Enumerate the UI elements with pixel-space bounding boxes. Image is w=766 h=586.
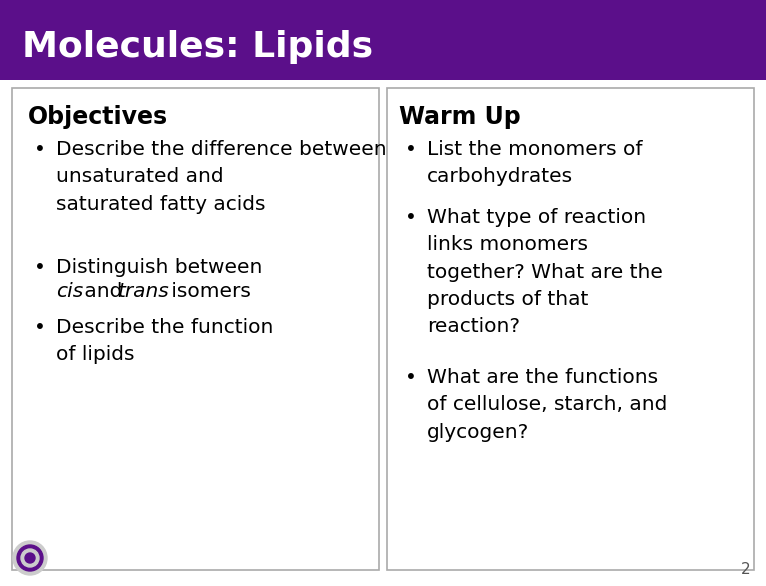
- Text: Describe the difference between
unsaturated and
saturated fatty acids: Describe the difference between unsatura…: [56, 140, 387, 213]
- Text: •: •: [34, 318, 46, 337]
- Text: cis: cis: [56, 282, 83, 301]
- FancyBboxPatch shape: [0, 0, 766, 80]
- Circle shape: [25, 553, 35, 563]
- Text: and: and: [78, 282, 129, 301]
- Text: trans: trans: [118, 282, 170, 301]
- Text: List the monomers of
carbohydrates: List the monomers of carbohydrates: [427, 140, 643, 186]
- Text: •: •: [34, 140, 46, 159]
- Text: What type of reaction
links monomers
together? What are the
products of that
rea: What type of reaction links monomers tog…: [427, 208, 663, 336]
- Text: •: •: [405, 368, 417, 387]
- Text: Describe the function
of lipids: Describe the function of lipids: [56, 318, 273, 364]
- FancyBboxPatch shape: [387, 88, 754, 570]
- Text: •: •: [34, 258, 46, 277]
- FancyBboxPatch shape: [12, 88, 379, 570]
- Text: Objectives: Objectives: [28, 105, 168, 129]
- Circle shape: [17, 545, 43, 571]
- Circle shape: [21, 549, 39, 567]
- Circle shape: [13, 541, 47, 575]
- Text: What are the functions
of cellulose, starch, and
glycogen?: What are the functions of cellulose, sta…: [427, 368, 667, 441]
- Text: Distinguish between: Distinguish between: [56, 258, 263, 277]
- Text: Molecules: Lipids: Molecules: Lipids: [22, 30, 373, 64]
- Text: •: •: [405, 140, 417, 159]
- Text: 2: 2: [741, 562, 750, 577]
- Text: isomers: isomers: [165, 282, 251, 301]
- Text: Warm Up: Warm Up: [399, 105, 521, 129]
- Text: •: •: [405, 208, 417, 227]
